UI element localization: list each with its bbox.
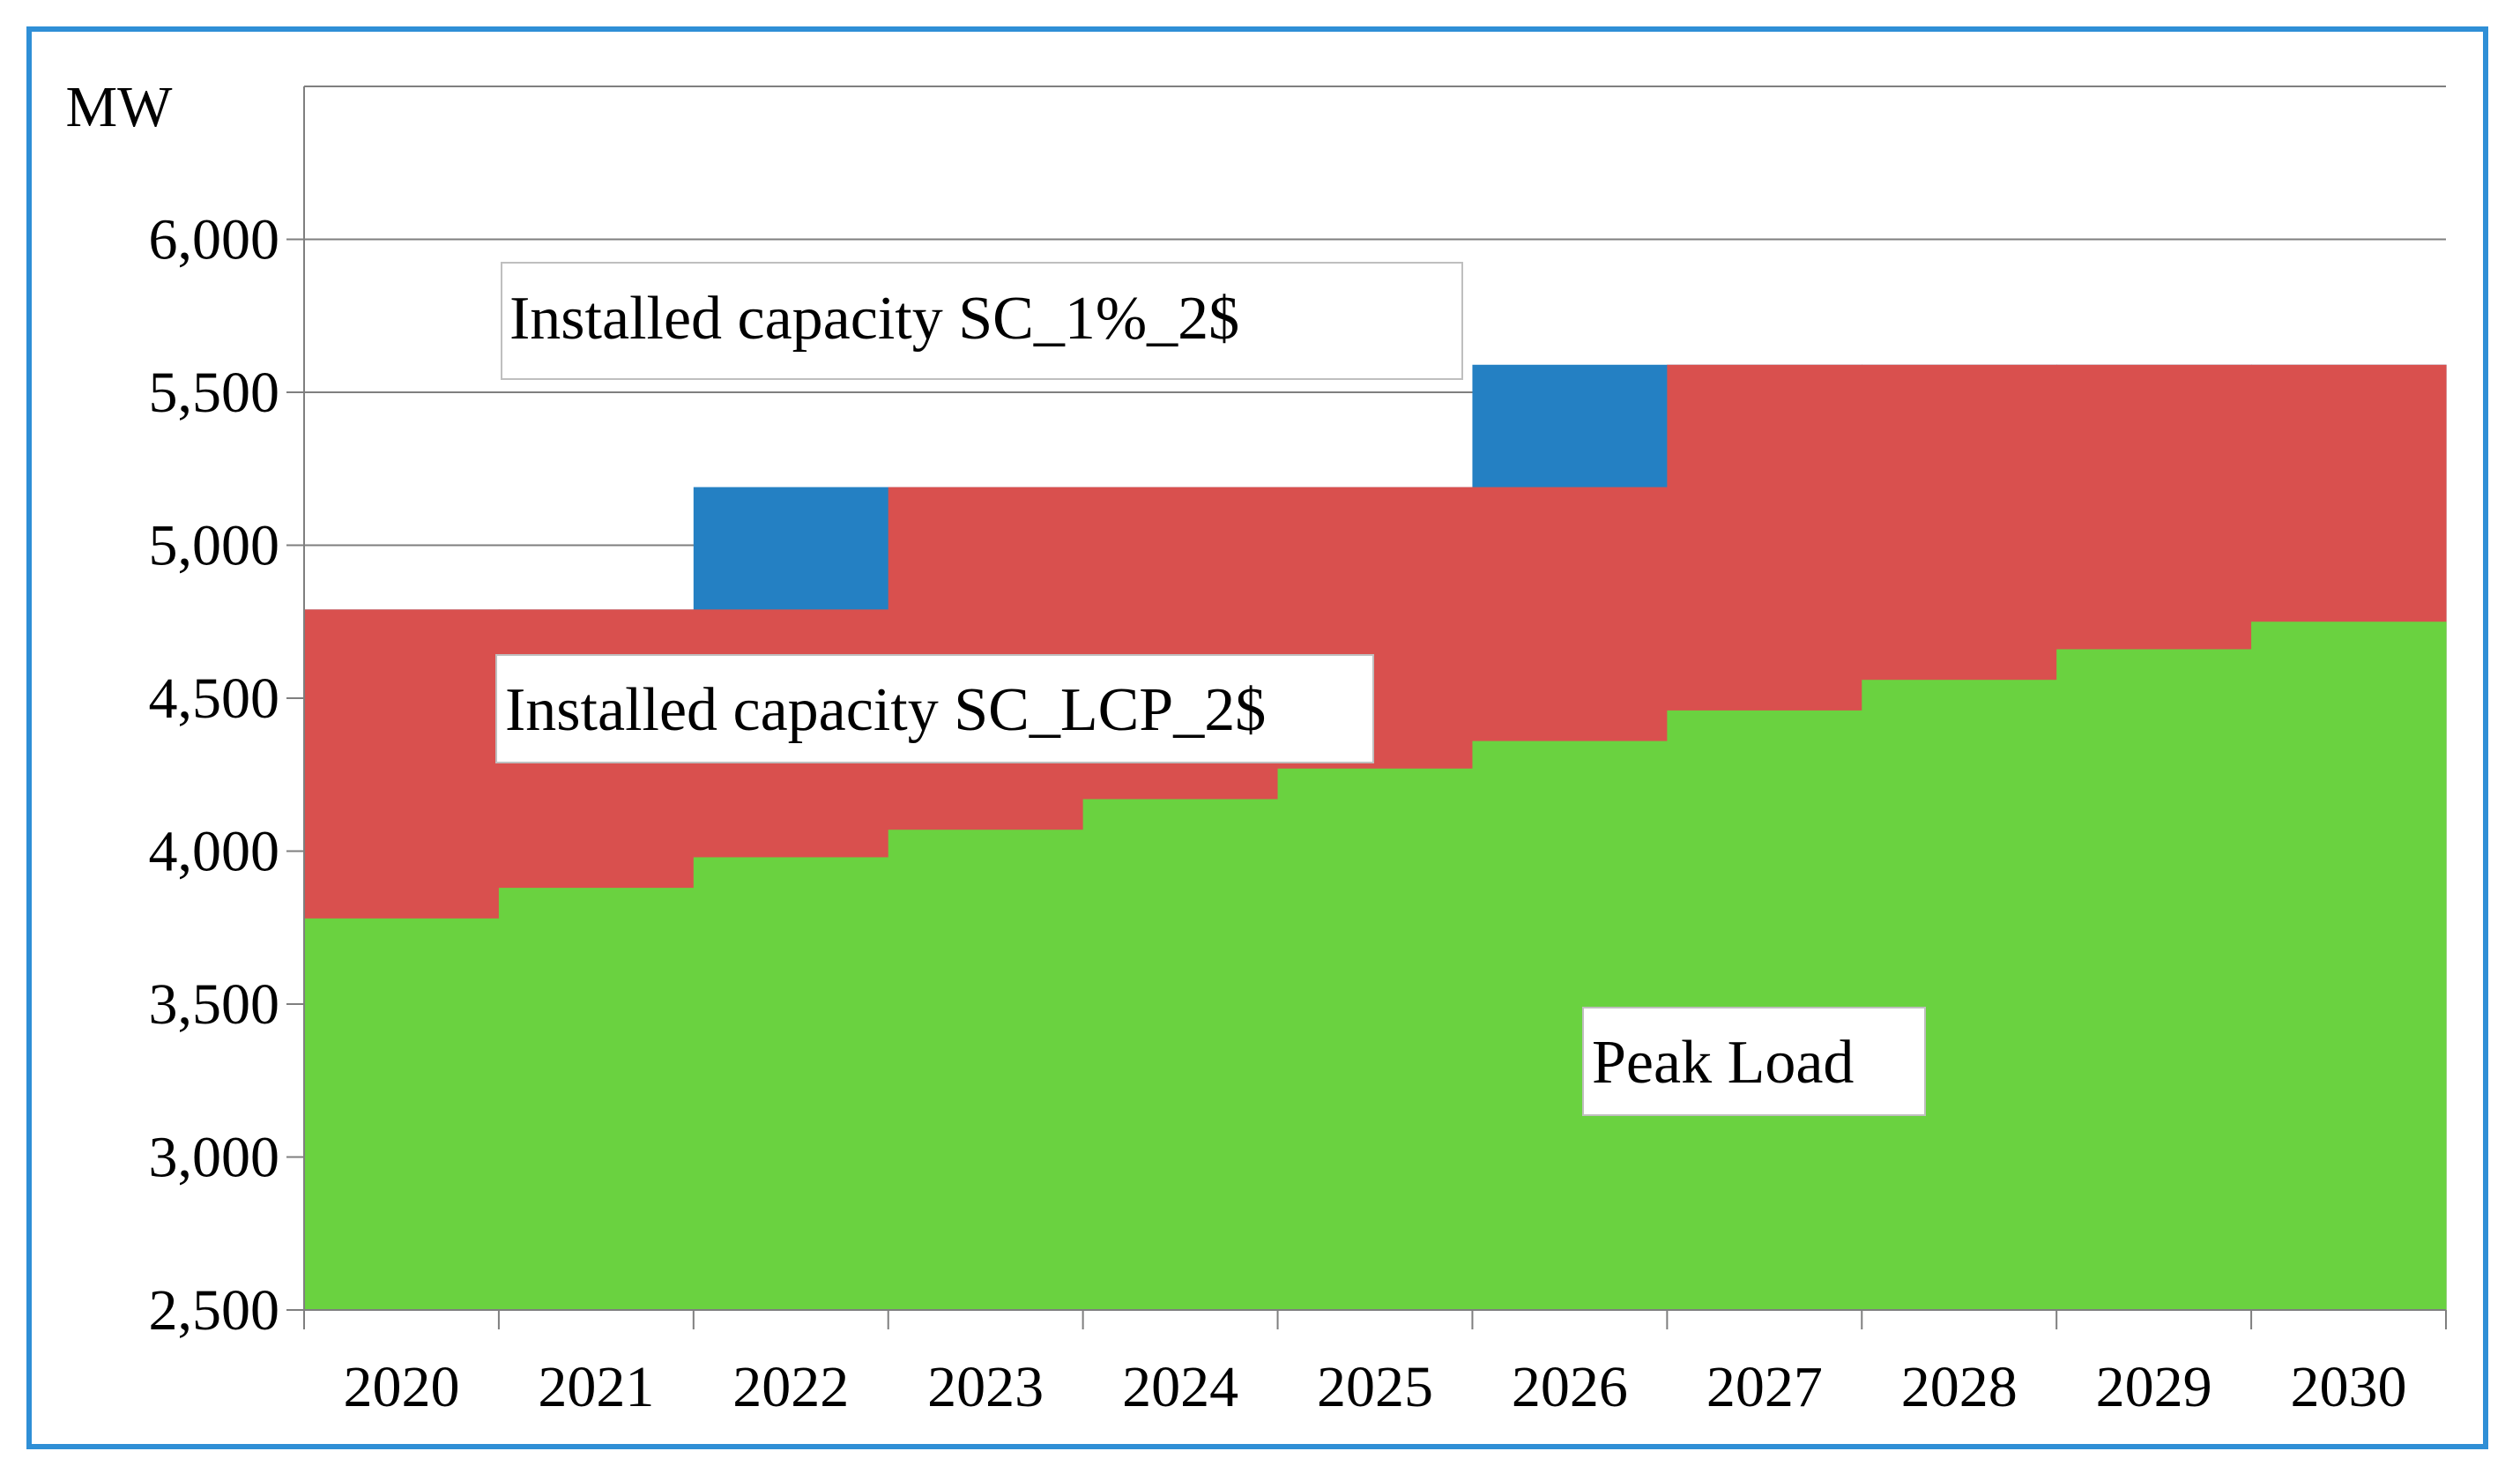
area-step: [498, 888, 695, 1310]
annotation-background: [495, 654, 1374, 763]
area-step: [1082, 799, 1279, 1310]
x-tick-label: 2028: [1901, 1355, 2018, 1419]
annotation-background: [1582, 1007, 1926, 1116]
area-step: [1277, 768, 1474, 1310]
annotation-label: Installed capacity SC_LCP_2$: [505, 676, 1266, 744]
y-tick-label: 5,000: [149, 514, 280, 578]
area-layer: [304, 364, 2447, 1310]
y-tick-label: 5,500: [149, 361, 280, 425]
y-tick-label: 2,500: [149, 1278, 280, 1343]
x-tick-label: 2023: [927, 1355, 1044, 1419]
x-tick-label: 2024: [1122, 1355, 1238, 1419]
label-layer: Installed capacity SC_1%_2$ Installed cap…: [495, 262, 1926, 1116]
x-tick-label: 2029: [2096, 1355, 2212, 1419]
annotation-background: [501, 262, 1463, 380]
annotation-box: Installed capacity SC_LCP_2$: [495, 654, 1374, 763]
x-tick-label: 2026: [1512, 1355, 1628, 1419]
annotation-label: Peak Load: [1592, 1029, 1854, 1097]
x-tick-label: 2030: [2291, 1355, 2407, 1419]
area-step: [2056, 649, 2252, 1310]
x-tick-label: 2020: [343, 1355, 459, 1419]
y-tick-label: 3,500: [149, 972, 280, 1037]
area-step: [2251, 621, 2447, 1310]
area-step: [693, 857, 889, 1310]
series-peak-load: [304, 621, 2447, 1310]
x-tick-label: 2021: [538, 1355, 654, 1419]
area-step: [304, 918, 500, 1310]
x-tick-label: 2025: [1317, 1355, 1433, 1419]
y-unit-label: MW: [66, 75, 174, 139]
x-tick-label: 2027: [1706, 1355, 1823, 1419]
y-tick-label: 4,000: [149, 820, 280, 884]
area-step: [888, 830, 1084, 1310]
annotation-box: Peak Load: [1582, 1007, 1926, 1116]
annotation-box: Installed capacity SC_1%_2$: [501, 262, 1463, 380]
x-tick-label: 2022: [732, 1355, 849, 1419]
axis-layer: 2,500 3,000 3,500 4,000 4,500 5,000 5,500 6,000…: [66, 75, 2447, 1419]
annotation-label: Installed capacity SC_1%_2$: [509, 285, 1239, 353]
area-step: [1862, 680, 2057, 1310]
y-tick-label: 6,000: [149, 208, 280, 272]
y-tick-label: 4,500: [149, 666, 280, 731]
y-tick-label: 3,000: [149, 1126, 280, 1190]
